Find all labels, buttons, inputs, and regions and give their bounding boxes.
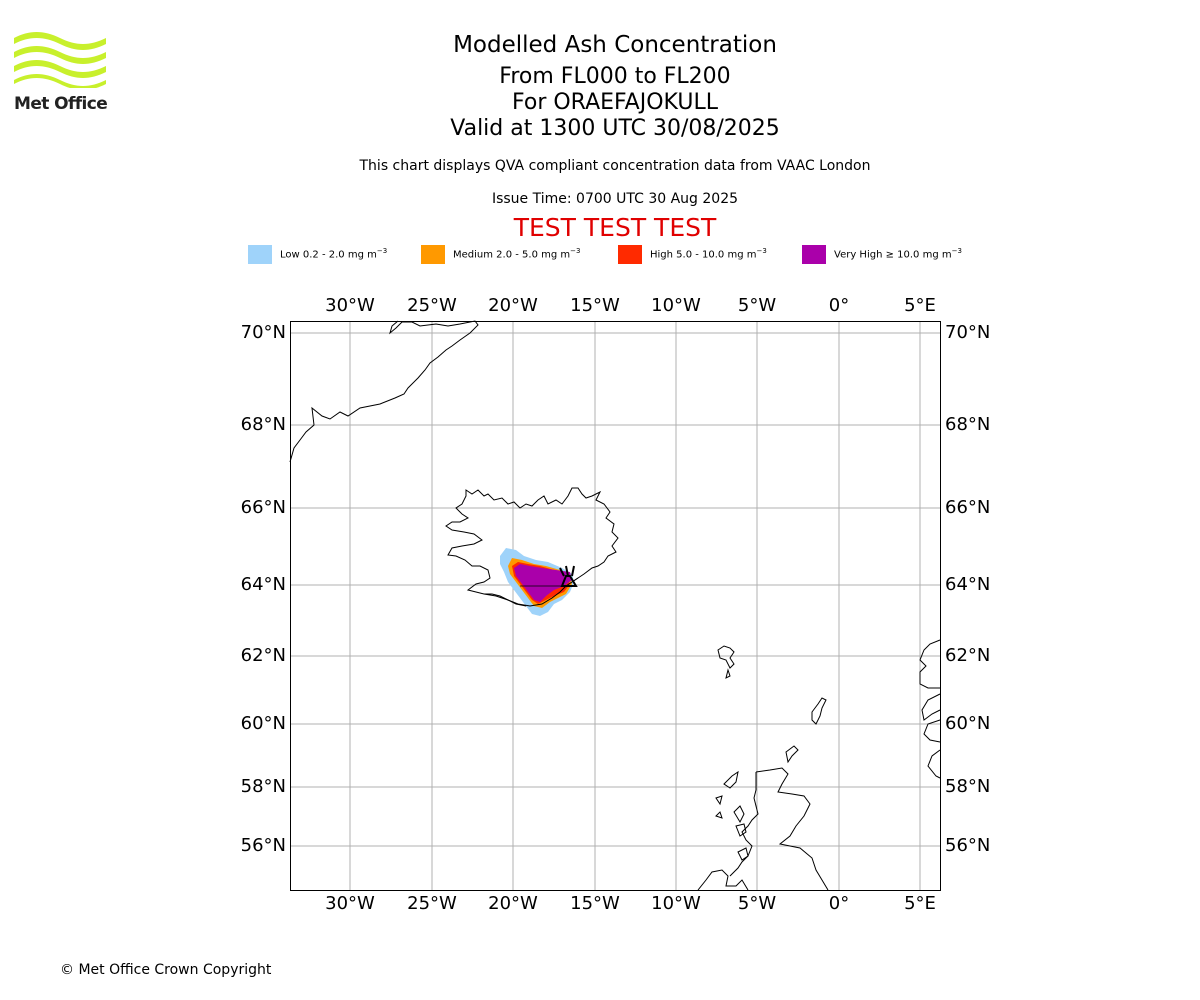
- chart-title: Modelled Ash Concentration: [453, 32, 777, 58]
- iceland-south-coast: [483, 577, 579, 607]
- legend-swatch-medium: [421, 244, 445, 264]
- lat-tick-left: 62°N: [240, 645, 286, 666]
- orkney-coastline: [785, 745, 799, 764]
- lat-tick-left: 56°N: [240, 835, 286, 856]
- lon-tick-top: 20°W: [488, 295, 538, 316]
- lon-tick-top: 5°W: [737, 295, 777, 316]
- legend-label-medium: Medium 2.0 - 5.0 mg m−3: [453, 247, 581, 261]
- hebrides-coastline: [715, 770, 749, 861]
- norway-coastline: [919, 639, 941, 779]
- ash-cloud: [500, 548, 574, 616]
- met-office-waves-icon: [14, 32, 106, 90]
- lat-tick-left: 70°N: [240, 322, 286, 343]
- issue-time: Issue Time: 0700 UTC 30 Aug 2025: [491, 191, 739, 207]
- shetland-coastline: [811, 697, 827, 725]
- lat-tick-left: 60°N: [240, 713, 286, 734]
- lon-tick-bottom: 5°W: [737, 893, 777, 914]
- lat-tick-left: 64°N: [240, 574, 286, 595]
- legend-label-high: High 5.0 - 10.0 mg m−3: [650, 247, 767, 261]
- legend-swatch-low: [248, 244, 272, 264]
- lat-tick-right: 60°N: [945, 713, 991, 734]
- greenland-coastline: [289, 320, 479, 463]
- volcano-marker-icon: [559, 565, 578, 587]
- legend-item-very-high: Very High ≥ 10.0 mg m−3: [802, 244, 962, 264]
- lon-tick-top: 5°E: [904, 295, 936, 316]
- legend-label-very-high: Very High ≥ 10.0 mg m−3: [834, 247, 962, 261]
- lon-tick-top: 15°W: [570, 295, 620, 316]
- scotland-coastline: [697, 767, 829, 891]
- legend-item-low: Low 0.2 - 2.0 mg m−3: [248, 244, 387, 264]
- lat-tick-left: 68°N: [240, 414, 286, 435]
- lon-tick-top: 0°: [828, 295, 850, 316]
- lat-tick-right: 68°N: [945, 414, 991, 435]
- legend-item-high: High 5.0 - 10.0 mg m−3: [618, 244, 767, 264]
- met-office-logo: Met Office: [14, 30, 114, 114]
- gridlines: [290, 321, 940, 890]
- lon-tick-top: 10°W: [651, 295, 701, 316]
- lat-tick-left: 58°N: [240, 776, 286, 797]
- flight-levels: From FL000 to FL200: [499, 64, 731, 89]
- lat-tick-right: 56°N: [945, 835, 991, 856]
- valid-time: Valid at 1300 UTC 30/08/2025: [450, 116, 780, 141]
- lon-tick-bottom: 15°W: [570, 893, 620, 914]
- ash-very-high-region: [514, 564, 572, 602]
- lon-tick-bottom: 5°E: [904, 893, 936, 914]
- copyright-notice: © Met Office Crown Copyright: [60, 962, 272, 978]
- volcano-name: For ORAEFAJOKULL: [512, 90, 718, 115]
- lon-tick-bottom: 10°W: [651, 893, 701, 914]
- map-frame: [290, 321, 941, 891]
- lat-tick-left: 66°N: [240, 497, 286, 518]
- logo-text: Met Office: [14, 94, 108, 114]
- lat-tick-right: 64°N: [945, 574, 991, 595]
- lon-tick-top: 25°W: [407, 295, 457, 316]
- lon-tick-top: 30°W: [325, 295, 375, 316]
- legend-swatch-very-high: [802, 244, 826, 264]
- lat-tick-right: 58°N: [945, 776, 991, 797]
- lat-tick-right: 70°N: [945, 322, 991, 343]
- lon-tick-bottom: 20°W: [488, 893, 538, 914]
- legend-item-medium: Medium 2.0 - 5.0 mg m−3: [421, 244, 580, 264]
- legend-label-low: Low 0.2 - 2.0 mg m−3: [280, 247, 388, 261]
- lon-tick-bottom: 25°W: [407, 893, 457, 914]
- lon-tick-bottom: 0°: [828, 893, 850, 914]
- test-banner: TEST TEST TEST: [513, 213, 717, 242]
- lat-tick-right: 62°N: [945, 645, 991, 666]
- lon-tick-bottom: 30°W: [325, 893, 375, 914]
- chart-description: This chart displays QVA compliant concen…: [359, 158, 871, 174]
- lat-tick-right: 66°N: [945, 497, 991, 518]
- legend-swatch-high: [618, 244, 642, 264]
- faroe-islands-coastline: [717, 645, 735, 679]
